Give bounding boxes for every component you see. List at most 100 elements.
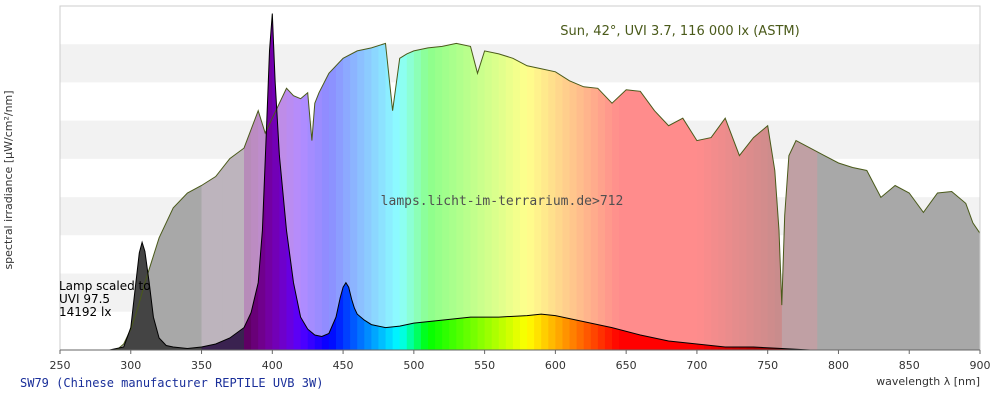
x-tick-label: 350: [191, 359, 212, 372]
x-tick-label: 900: [970, 359, 991, 372]
x-tick-label: 800: [828, 359, 849, 372]
spectrum-color-band: [604, 43, 613, 350]
spectrum-color-band: [902, 43, 910, 350]
spectrum-color-band: [229, 43, 238, 350]
lamp-note-line-3: 14192 lx: [59, 305, 111, 319]
spectrum-color-band: [527, 43, 535, 350]
spectrum-color-band: [562, 43, 571, 350]
spectrum-color-band: [428, 43, 436, 350]
sun-spectrum-line: [116, 42, 981, 351]
spectrum-color-band: [845, 43, 854, 350]
spectrum-color-band: [682, 43, 691, 350]
spectrum-color-band: [187, 43, 196, 350]
spectrum-color-band: [767, 43, 776, 350]
spectrum-color-band: [725, 43, 733, 350]
spectrum-color-band: [718, 43, 726, 350]
spectrum-color-band: [413, 43, 422, 350]
spectrum-color-band: [852, 43, 861, 350]
spectrum-color-band: [505, 43, 514, 350]
chart-title: Sun, 42°, UVI 3.7, 116 000 lx (ASTM): [560, 24, 799, 39]
spectrum-color-band: [619, 43, 627, 350]
spectrum-color-band: [357, 43, 365, 350]
x-tick-label: 600: [545, 359, 566, 372]
spectrum-color-band: [873, 43, 882, 350]
spectrum-color-band: [817, 43, 825, 350]
spectrum-color-band: [824, 43, 832, 350]
spectrum-color-band: [442, 43, 450, 350]
spectrum-color-band: [866, 43, 875, 350]
spectrum-color-band: [244, 43, 252, 350]
spectrum-color-band: [583, 43, 592, 350]
spectrum-color-band: [208, 43, 217, 350]
spectrum-color-band: [668, 43, 677, 350]
spectrum-color-band: [576, 43, 585, 350]
spectrum-color-band: [272, 13, 280, 350]
spectrum-color-band: [951, 43, 960, 350]
x-tick-label: 850: [899, 359, 920, 372]
spectrum-color-band: [937, 43, 946, 350]
spectrum-color-band: [831, 43, 840, 350]
lamp-spectrum-line: [88, 13, 839, 351]
spectrum-color-band: [222, 43, 231, 350]
spectrum-color-band: [343, 43, 351, 350]
spectrum-color-band: [371, 43, 380, 350]
spectrum-color-band: [810, 43, 818, 350]
spectrum-color-band: [498, 43, 507, 350]
spectrum-color-band: [456, 43, 464, 350]
x-axis-label: wavelength λ [nm]: [876, 375, 980, 388]
spectrum-color-band: [435, 43, 443, 350]
watermark: lamps.licht-im-terrarium.de>712: [381, 194, 624, 209]
spectrum-color-band: [293, 43, 302, 350]
spectrum-color-band: [484, 43, 493, 350]
spectrum-color-band: [569, 43, 578, 350]
y-axis-label: spectral irradiance [µW/cm²/nm]: [2, 90, 15, 269]
spectrum-color-band: [378, 43, 387, 350]
spectrum-color-band: [215, 43, 224, 350]
spectrum-color-band: [888, 43, 896, 350]
spectrum-color-band: [194, 43, 203, 350]
spectrum-color-band: [859, 43, 868, 350]
spectrum-color-band: [512, 43, 521, 350]
spectrum-color-band: [661, 43, 670, 350]
spectrum-color-band: [597, 43, 606, 350]
x-tick-label: 250: [50, 359, 71, 372]
spectrum-color-band: [640, 43, 648, 350]
x-tick-label: 650: [616, 359, 637, 372]
spectrum-color-band: [420, 43, 429, 350]
x-tick-label: 550: [474, 359, 495, 372]
spectrum-color-band: [265, 13, 273, 350]
spectrum-color-band: [796, 43, 804, 350]
spectrum-color-band: [477, 43, 486, 350]
spectrum-color-band: [739, 43, 748, 350]
lamp-caption: SW79 (Chinese manufacturer REPTILE UVB 3…: [20, 376, 324, 390]
x-tick-label: 700: [686, 359, 707, 372]
spectrum-color-band: [258, 43, 266, 350]
spectrum-color-band: [201, 43, 210, 350]
spectrum-color-band: [406, 43, 415, 350]
spectrum-color-band: [732, 43, 740, 350]
spectrum-color-band: [626, 43, 634, 350]
spectrum-color-band: [803, 43, 811, 350]
spectrum-color-band: [689, 43, 698, 350]
x-tick-label: 750: [757, 359, 778, 372]
spectrum-color-band: [251, 43, 259, 350]
spectrum-color-band: [760, 43, 769, 350]
spectrum-color-band: [385, 43, 394, 350]
spectrum-color-band: [895, 43, 903, 350]
spectrum-color-band: [880, 43, 889, 350]
spectrum-color-band: [392, 43, 401, 350]
spectrum-color-band: [696, 43, 705, 350]
spectrum-color-band: [300, 43, 309, 350]
spectrum-color-band: [647, 43, 656, 350]
spectrum-color-band: [328, 43, 337, 350]
spectrum-color-band: [675, 43, 684, 350]
lamp-note-line-2: UVI 97.5: [59, 292, 110, 306]
x-tick-label: 300: [120, 359, 141, 372]
spectrum-color-band: [321, 43, 330, 350]
x-tick-label: 400: [262, 359, 283, 372]
spectrum-color-band: [746, 43, 755, 350]
spectrum-color-band: [555, 43, 564, 350]
spectrum-color-band: [704, 43, 712, 350]
spectrum-color-band: [399, 43, 408, 350]
